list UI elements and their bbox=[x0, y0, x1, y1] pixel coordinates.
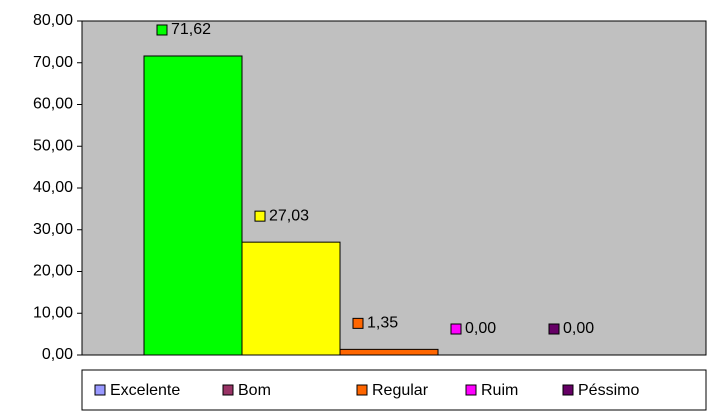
legend bbox=[81, 369, 707, 411]
legend-key bbox=[356, 384, 368, 396]
legend-label: Excelente bbox=[110, 382, 180, 399]
legend-label: Bom bbox=[238, 382, 271, 399]
label-key bbox=[548, 323, 560, 335]
legend-label: Ruim bbox=[481, 382, 518, 399]
label-key bbox=[156, 24, 168, 36]
y-tick-label: 70,00 bbox=[33, 54, 73, 71]
y-tick-label: 50,00 bbox=[33, 137, 73, 154]
data-label: 0,00 bbox=[465, 320, 496, 337]
legend-label: Péssimo bbox=[578, 382, 639, 399]
y-tick-label: 10,00 bbox=[33, 304, 73, 321]
bar bbox=[143, 55, 243, 356]
label-key bbox=[254, 210, 266, 222]
y-tick-label: 40,00 bbox=[33, 179, 73, 196]
data-label: 27,03 bbox=[269, 207, 309, 224]
bar bbox=[339, 348, 439, 356]
legend-key bbox=[222, 384, 234, 396]
legend-key bbox=[562, 384, 574, 396]
y-tick-label: 80,00 bbox=[33, 12, 73, 29]
bar bbox=[241, 241, 341, 356]
data-label: 1,35 bbox=[367, 315, 398, 332]
label-key bbox=[352, 317, 364, 329]
data-label: 0,00 bbox=[563, 320, 594, 337]
data-label: 71,62 bbox=[171, 21, 211, 38]
legend-key bbox=[94, 384, 106, 396]
legend-key bbox=[465, 384, 477, 396]
y-tick-label: 60,00 bbox=[33, 96, 73, 113]
label-key bbox=[450, 323, 462, 335]
y-tick-label: 30,00 bbox=[33, 221, 73, 238]
legend-label: Regular bbox=[372, 382, 429, 399]
y-tick-label: 20,00 bbox=[33, 263, 73, 280]
y-tick-label: 0,00 bbox=[42, 346, 73, 363]
